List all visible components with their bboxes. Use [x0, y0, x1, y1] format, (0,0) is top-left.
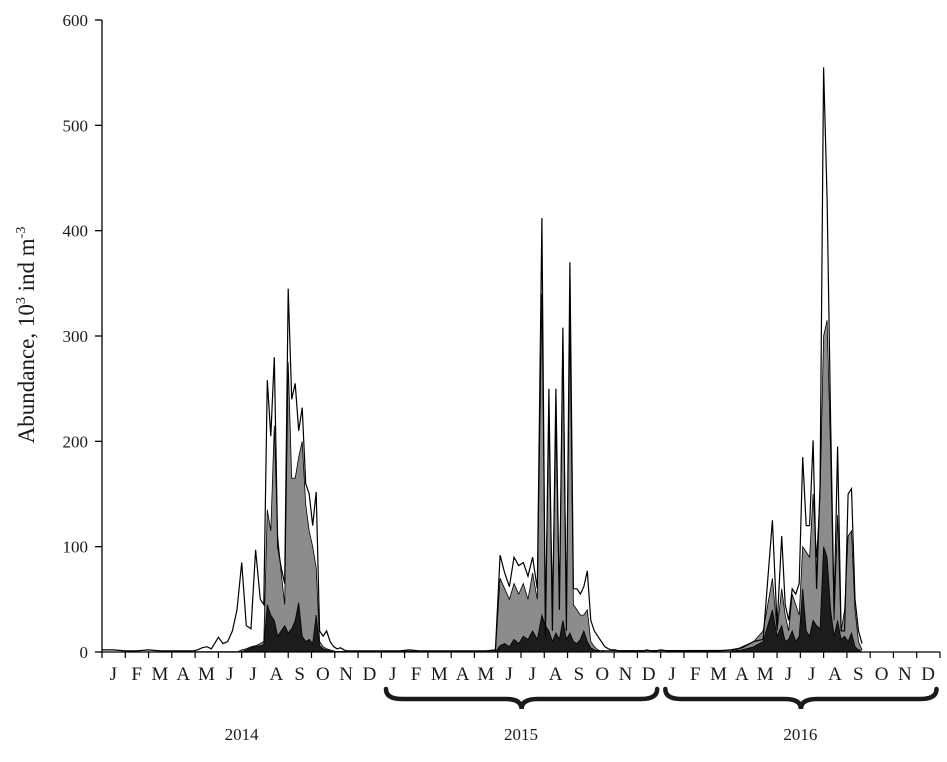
month-label: M — [151, 664, 168, 685]
y-axis: 0 100 200 300 400 500 600 — [63, 11, 103, 662]
month-label: A — [176, 664, 190, 685]
year-brace — [663, 686, 939, 710]
month-label: M — [757, 664, 774, 685]
bottom-area — [102, 546, 864, 653]
month-label: J — [505, 664, 513, 685]
year-label: 2014 — [225, 725, 260, 744]
month-label: J — [668, 664, 676, 685]
month-label: J — [785, 664, 793, 685]
month-label: S — [574, 664, 585, 685]
month-label: F — [411, 664, 422, 685]
month-label: J — [249, 664, 257, 685]
month-label: J — [226, 664, 234, 685]
month-label: D — [921, 664, 935, 685]
month-label: F — [131, 664, 142, 685]
month-label: N — [339, 664, 353, 685]
y-tick-label: 600 — [63, 11, 89, 30]
month-label: D — [642, 664, 656, 685]
month-label: O — [595, 664, 609, 685]
month-label: O — [316, 664, 330, 685]
plot-area — [101, 67, 864, 653]
y-tick-label: 400 — [63, 222, 89, 241]
year-label: 2015 — [504, 725, 538, 744]
middle-area — [101, 293, 863, 653]
month-label: J — [808, 664, 816, 685]
month-label: M — [710, 664, 727, 685]
y-tick-label: 300 — [63, 327, 89, 346]
month-label: M — [431, 664, 448, 685]
month-label: J — [389, 664, 397, 685]
month-label: D — [363, 664, 377, 685]
y-axis-label: Abundance, 103 ind m-3 — [14, 227, 39, 444]
month-label: J — [110, 664, 118, 685]
month-label: M — [477, 664, 494, 685]
month-label: N — [619, 664, 633, 685]
month-label: A — [828, 664, 842, 685]
month-label: O — [875, 664, 889, 685]
month-label: A — [735, 664, 749, 685]
total-line — [102, 67, 863, 652]
month-label: A — [269, 664, 283, 685]
y-tick-label: 500 — [63, 116, 89, 135]
month-label: A — [549, 664, 563, 685]
month-label: M — [198, 664, 215, 685]
month-label: S — [294, 664, 305, 685]
year-brace — [383, 686, 660, 710]
month-label: J — [529, 664, 537, 685]
month-label: N — [898, 664, 912, 685]
month-label: F — [690, 664, 701, 685]
year-braces: 2014 2015 2016 — [225, 686, 939, 744]
y-tick-label: 200 — [63, 432, 89, 451]
year-label: 2016 — [783, 725, 817, 744]
y-tick-label: 100 — [63, 538, 89, 557]
month-label: A — [456, 664, 470, 685]
y-tick-label: 0 — [80, 643, 89, 662]
month-label: S — [853, 664, 864, 685]
